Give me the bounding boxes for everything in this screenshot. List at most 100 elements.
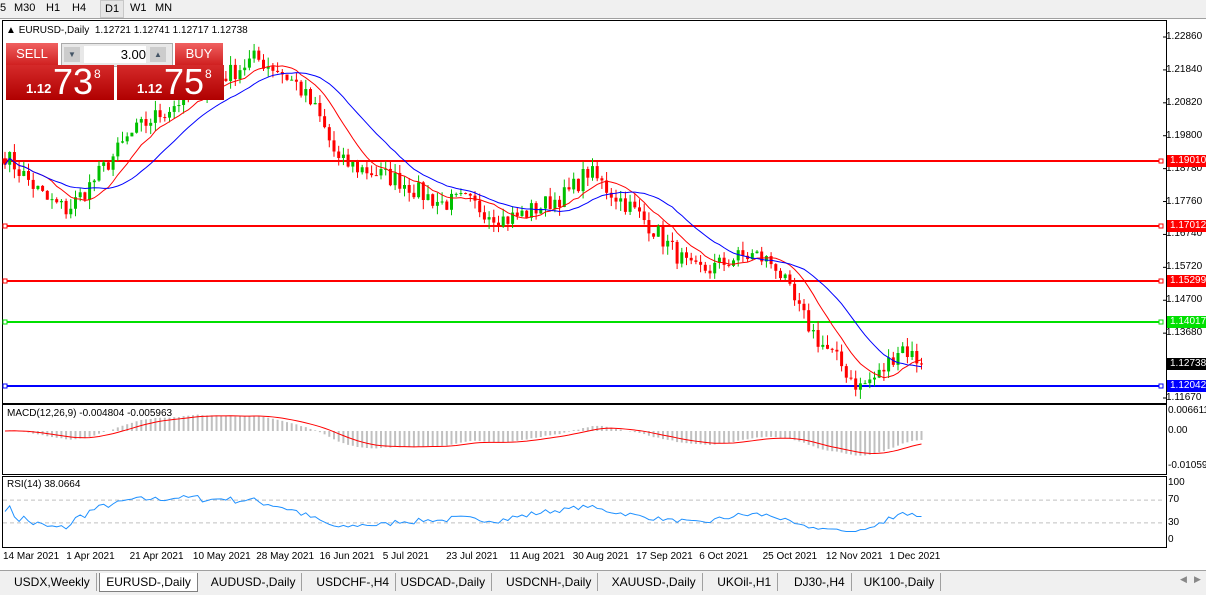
ohlc-values: 1.12721 1.12741 1.12717 1.12738 <box>94 25 248 36</box>
date-axis-label: 21 Apr 2021 <box>129 551 184 562</box>
candle-body <box>393 172 397 186</box>
candle-body <box>544 196 547 209</box>
symbol-name: EURUSD-,Daily <box>18 25 90 36</box>
candle-body <box>229 64 233 81</box>
candle-body <box>59 200 63 203</box>
macd-label: MACD(12,26,9) -0.004804 -0.005963 <box>7 408 173 419</box>
volume-input[interactable]: 3.00 <box>84 46 146 63</box>
chart-tab[interactable]: UKOil-,H1 <box>711 573 779 591</box>
volume-increase-icon[interactable]: ▲ <box>150 47 166 62</box>
chart-tab[interactable]: USDCHF-,H4 <box>310 573 397 591</box>
rsi-line <box>4 494 922 532</box>
candle-body <box>793 283 797 301</box>
moving-average-line <box>4 65 922 379</box>
candle-body <box>478 200 482 213</box>
collapse-triangle-icon[interactable]: ▲ <box>6 25 16 36</box>
candle-body <box>774 264 778 271</box>
candle-body <box>135 122 139 133</box>
timeframe-toolbar: 5 M30 H1 H4 D1 W1 MN <box>0 0 1206 19</box>
candle-body <box>515 212 519 216</box>
chart-tabs: ◀ ▶ USDX,Weekly EURUSD-,Daily AUDUSD-,Dail… <box>0 570 1206 595</box>
candle-body <box>497 222 500 227</box>
candle-body <box>276 70 280 72</box>
rsi-axis-label: 100 <box>1168 477 1185 488</box>
candle-body <box>849 377 853 379</box>
timeframe-M30[interactable]: M30 <box>14 2 36 14</box>
date-axis-label: 14 Mar 2021 <box>3 551 60 562</box>
candle-body <box>45 190 49 200</box>
candle-body <box>153 110 157 123</box>
candle-body <box>689 257 693 261</box>
candle-body <box>224 78 228 81</box>
candle-body <box>111 156 115 170</box>
chart-tab[interactable]: USDX,Weekly <box>8 573 97 591</box>
candle-body <box>139 119 143 123</box>
chart-tab[interactable]: DJ30-,H4 <box>788 573 852 591</box>
sell-price[interactable]: 1.12 73 8 <box>6 61 114 102</box>
candle-body <box>595 166 599 179</box>
level-handle <box>2 278 8 284</box>
candle-body <box>360 167 364 173</box>
candle-body <box>41 185 45 191</box>
date-axis-label: 1 Dec 2021 <box>889 551 941 562</box>
timeframe-H4[interactable]: H4 <box>72 2 87 14</box>
buy-button[interactable]: BUY <box>175 43 223 65</box>
buy-price-fraction: 8 <box>205 67 212 81</box>
scroll-left-icon[interactable]: ◀ <box>1180 574 1187 584</box>
candle-body <box>628 201 632 212</box>
date-axis-label: 17 Sep 2021 <box>636 551 693 562</box>
timeframe-D1[interactable]: D1 <box>100 0 125 18</box>
macd-pane[interactable] <box>2 404 1167 475</box>
buy-price[interactable]: 1.12 75 8 <box>117 61 224 102</box>
sell-button[interactable]: SELL <box>6 43 58 65</box>
candle-body <box>356 161 359 173</box>
macd-axis-label: -0.01059 <box>1168 460 1206 471</box>
chart-tab[interactable]: USDCAD-,Daily <box>394 573 493 591</box>
timeframe-H1[interactable]: H1 <box>46 2 61 14</box>
candle-body <box>388 168 392 186</box>
candle-body <box>764 256 768 262</box>
scroll-right-icon[interactable]: ▶ <box>1194 574 1201 584</box>
candle-body <box>915 351 919 364</box>
candle-body <box>468 193 472 196</box>
candle-body <box>346 154 350 167</box>
candle-body <box>304 89 308 96</box>
candle-body <box>572 178 576 190</box>
chart-tab[interactable]: USDCNH-,Daily <box>500 573 599 591</box>
chart-tab[interactable]: UK100-,Daily <box>858 573 942 591</box>
volume-decrease-icon[interactable]: ▼ <box>64 47 80 62</box>
candle-body <box>403 184 406 189</box>
level-handle <box>1158 223 1164 229</box>
candle-body <box>74 197 77 209</box>
candle-body <box>459 193 463 195</box>
candle-body <box>605 180 609 193</box>
candle-body <box>750 253 754 260</box>
candle-body <box>407 184 411 193</box>
rsi-pane[interactable] <box>2 476 1167 548</box>
candle-body <box>732 260 735 266</box>
candle-body <box>746 255 750 260</box>
candle-body <box>581 169 585 192</box>
candle-body <box>661 226 665 247</box>
candle-body <box>492 217 496 223</box>
timeframe-MN[interactable]: MN <box>155 2 173 14</box>
candle-body <box>699 261 703 265</box>
date-axis-label: 23 Jul 2021 <box>446 551 498 562</box>
date-axis-label: 11 Aug 2021 <box>509 551 565 562</box>
candle-body <box>332 140 336 152</box>
candle-body <box>398 172 402 189</box>
chart-tab[interactable]: EURUSD-,Daily <box>99 573 198 592</box>
candle-body <box>158 110 162 118</box>
candle-body <box>826 344 829 349</box>
candle-body <box>614 197 618 202</box>
candle-body <box>22 171 26 176</box>
candle-body <box>365 167 369 174</box>
candle-body <box>901 346 905 354</box>
chart-tab[interactable]: AUDUSD-,Daily <box>205 573 303 591</box>
candle-body <box>17 169 21 176</box>
candle-body <box>294 79 298 82</box>
timeframe-W1[interactable]: W1 <box>130 2 147 14</box>
chart-tab[interactable]: XAUUSD-,Daily <box>606 573 703 591</box>
timeframe-5[interactable]: 5 <box>0 2 7 14</box>
level-price-tag: 1.19010 <box>1167 155 1206 167</box>
